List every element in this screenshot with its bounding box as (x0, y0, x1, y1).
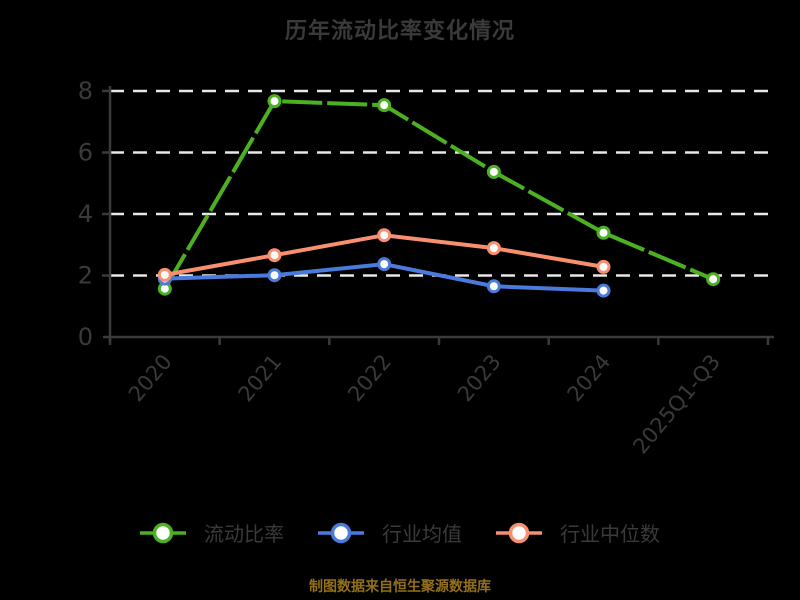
svg-text:2024: 2024 (563, 350, 616, 406)
svg-text:2021: 2021 (234, 350, 287, 406)
legend-item-current-ratio: 流动比率 (140, 518, 284, 547)
data-source-note: 制图数据来自恒生聚源数据库 (309, 579, 491, 595)
svg-text:2: 2 (78, 262, 93, 290)
svg-text:4: 4 (78, 200, 93, 228)
legend-line-marker-icon (318, 522, 364, 543)
svg-text:2025Q1-Q3: 2025Q1-Q3 (628, 350, 725, 459)
chart-title: 历年流动比率变化情况 (284, 19, 515, 44)
legend-line-marker-icon (496, 522, 542, 543)
legend-item-industry-median: 行业中位数 (496, 518, 660, 547)
legend-label: 流动比率 (204, 522, 284, 546)
legend-item-industry-mean: 行业均值 (318, 518, 462, 547)
svg-text:2020: 2020 (124, 350, 177, 406)
svg-text:0: 0 (78, 323, 93, 351)
legend-line-marker-icon (140, 522, 186, 543)
svg-text:2023: 2023 (453, 350, 506, 406)
legend-label: 行业中位数 (560, 522, 660, 546)
svg-text:6: 6 (78, 139, 93, 167)
svg-text:2022: 2022 (343, 350, 396, 406)
legend-label: 行业均值 (382, 522, 462, 546)
svg-text:8: 8 (78, 77, 93, 105)
legend: 流动比率 行业均值 行业中位数 (0, 518, 800, 547)
